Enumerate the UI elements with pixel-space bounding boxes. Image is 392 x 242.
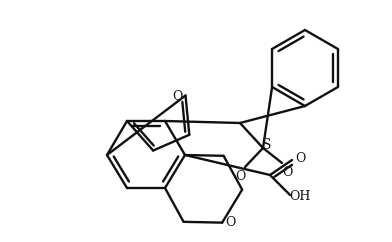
Text: O: O — [225, 216, 235, 229]
Text: O: O — [295, 151, 305, 165]
Text: O: O — [282, 166, 292, 179]
Text: S: S — [262, 138, 272, 152]
Text: OH: OH — [289, 189, 311, 203]
Text: O: O — [172, 90, 183, 103]
Text: O: O — [235, 169, 245, 182]
